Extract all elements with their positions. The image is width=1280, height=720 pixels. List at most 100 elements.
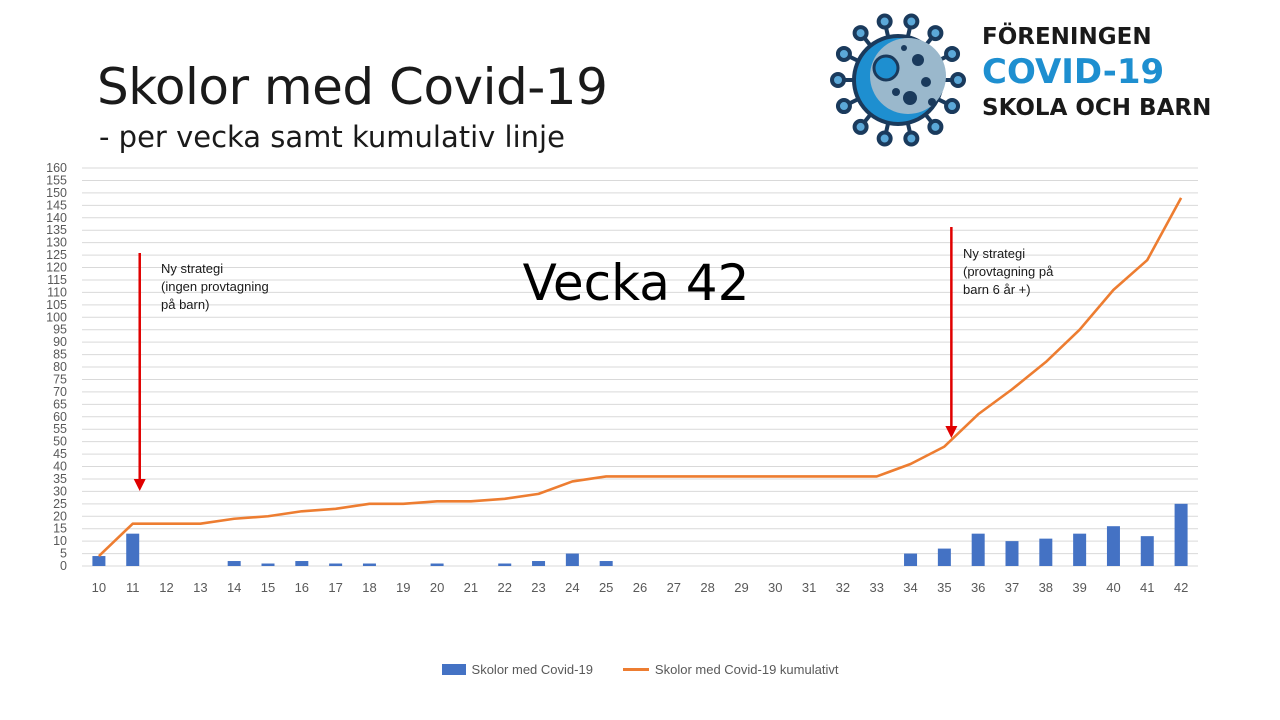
y-tick-label: 140 — [46, 211, 67, 225]
bar — [362, 563, 376, 566]
x-tick-label: 29 — [734, 580, 748, 595]
y-tick-label: 65 — [53, 397, 67, 411]
bar — [329, 563, 343, 566]
y-tick-label: 125 — [46, 248, 67, 262]
annotation-text: Ny strategi — [161, 261, 223, 276]
bar — [971, 533, 985, 566]
y-tick-label: 155 — [46, 173, 67, 187]
bar — [1039, 538, 1053, 566]
legend-item-bars: Skolor med Covid-19 — [441, 662, 593, 677]
x-tick-label: 15 — [261, 580, 275, 595]
virus-icon — [830, 13, 966, 147]
cumulative-line — [98, 197, 1183, 557]
x-tick-label: 37 — [1005, 580, 1019, 595]
x-tick-label: 12 — [159, 580, 173, 595]
logo-text: FÖRENINGEN COVID-19 SKOLA OCH BARN — [982, 26, 1211, 120]
bar — [295, 561, 309, 566]
x-tick-label: 33 — [869, 580, 883, 595]
y-tick-label: 80 — [53, 360, 67, 374]
x-tick-label: 20 — [430, 580, 444, 595]
y-tick-label: 10 — [53, 534, 67, 548]
logo-line-2: COVID-19 — [982, 52, 1165, 92]
legend-label-line: Skolor med Covid-19 kumulativt — [654, 662, 839, 677]
y-tick-label: 15 — [53, 522, 67, 536]
x-tick-label: 34 — [903, 580, 917, 595]
y-tick-label: 95 — [53, 323, 67, 337]
legend-swatch-bar — [441, 664, 466, 675]
bar — [261, 563, 275, 566]
y-tick-label: 85 — [53, 348, 67, 362]
y-tick-label: 30 — [53, 484, 67, 498]
x-tick-label: 17 — [328, 580, 342, 595]
logo-line-1: FÖRENINGEN — [982, 24, 1152, 50]
x-tick-label: 28 — [700, 580, 714, 595]
y-tick-label: 135 — [46, 223, 67, 237]
bar — [1140, 536, 1154, 566]
x-tick-label: 31 — [802, 580, 816, 595]
x-tick-label: 36 — [971, 580, 985, 595]
bar — [92, 556, 106, 566]
y-tick-label: 55 — [53, 422, 67, 436]
annotation-arrowhead — [133, 479, 146, 491]
page-subtitle: - per vecka samt kumulativ linje — [99, 120, 565, 154]
legend-swatch-line — [622, 668, 649, 671]
y-tick-label: 120 — [46, 261, 67, 275]
y-tick-label: 110 — [47, 285, 67, 299]
bar — [904, 553, 918, 566]
bar — [1174, 503, 1188, 566]
bar — [565, 553, 579, 566]
x-tick-label: 13 — [193, 580, 207, 595]
x-tick-label: 10 — [92, 580, 106, 595]
y-tick-label: 60 — [53, 410, 67, 424]
x-tick-label: 27 — [667, 580, 681, 595]
x-tick-label: 11 — [126, 580, 140, 595]
x-tick-label: 38 — [1039, 580, 1053, 595]
x-tick-label: 32 — [836, 580, 850, 595]
x-tick-label: 21 — [464, 580, 478, 595]
y-tick-label: 90 — [53, 335, 67, 349]
annotation-text: Ny strategi — [963, 246, 1025, 261]
bar — [599, 561, 613, 566]
y-tick-label: 150 — [46, 186, 67, 200]
y-tick-label: 25 — [53, 497, 67, 511]
bar — [1005, 541, 1019, 566]
bar — [498, 563, 512, 566]
bar — [227, 561, 241, 566]
bar — [532, 561, 546, 566]
y-tick-label: 35 — [53, 472, 67, 486]
x-tick-label: 41 — [1140, 580, 1154, 595]
y-tick-label: 40 — [53, 460, 67, 474]
y-tick-label: 70 — [53, 385, 67, 399]
annotation-text: på barn) — [161, 297, 209, 312]
y-tick-label: 5 — [60, 547, 67, 561]
x-tick-label: 18 — [362, 580, 376, 595]
x-tick-label: 42 — [1174, 580, 1188, 595]
overlay-week-label: Vecka 42 — [523, 254, 750, 312]
logo-line-3: SKOLA OCH BARN — [982, 95, 1212, 121]
x-tick-label: 16 — [295, 580, 309, 595]
y-tick-label: 100 — [46, 310, 67, 324]
y-tick-label: 115 — [47, 273, 67, 287]
annotation-text: (ingen provtagning — [161, 279, 269, 294]
y-tick-label: 75 — [53, 372, 67, 386]
y-tick-label: 50 — [53, 435, 67, 449]
legend-item-line: Skolor med Covid-19 kumulativt — [622, 662, 839, 677]
y-tick-label: 45 — [53, 447, 67, 461]
legend-label-bars: Skolor med Covid-19 — [471, 662, 593, 677]
x-tick-label: 19 — [396, 580, 410, 595]
x-tick-label: 22 — [497, 580, 511, 595]
bar — [1073, 533, 1087, 566]
y-tick-label: 20 — [53, 509, 67, 523]
annotation-arrowhead — [945, 426, 958, 438]
x-tick-label: 30 — [768, 580, 782, 595]
annotation-text: (provtagning på — [963, 264, 1054, 279]
bar — [1106, 526, 1120, 566]
x-tick-label: 14 — [227, 580, 241, 595]
y-tick-label: 145 — [46, 198, 67, 212]
x-tick-label: 40 — [1106, 580, 1120, 595]
x-tick-label: 25 — [599, 580, 613, 595]
x-tick-label: 23 — [531, 580, 545, 595]
bar — [126, 533, 140, 566]
annotation-text: barn 6 år +) — [963, 282, 1031, 297]
